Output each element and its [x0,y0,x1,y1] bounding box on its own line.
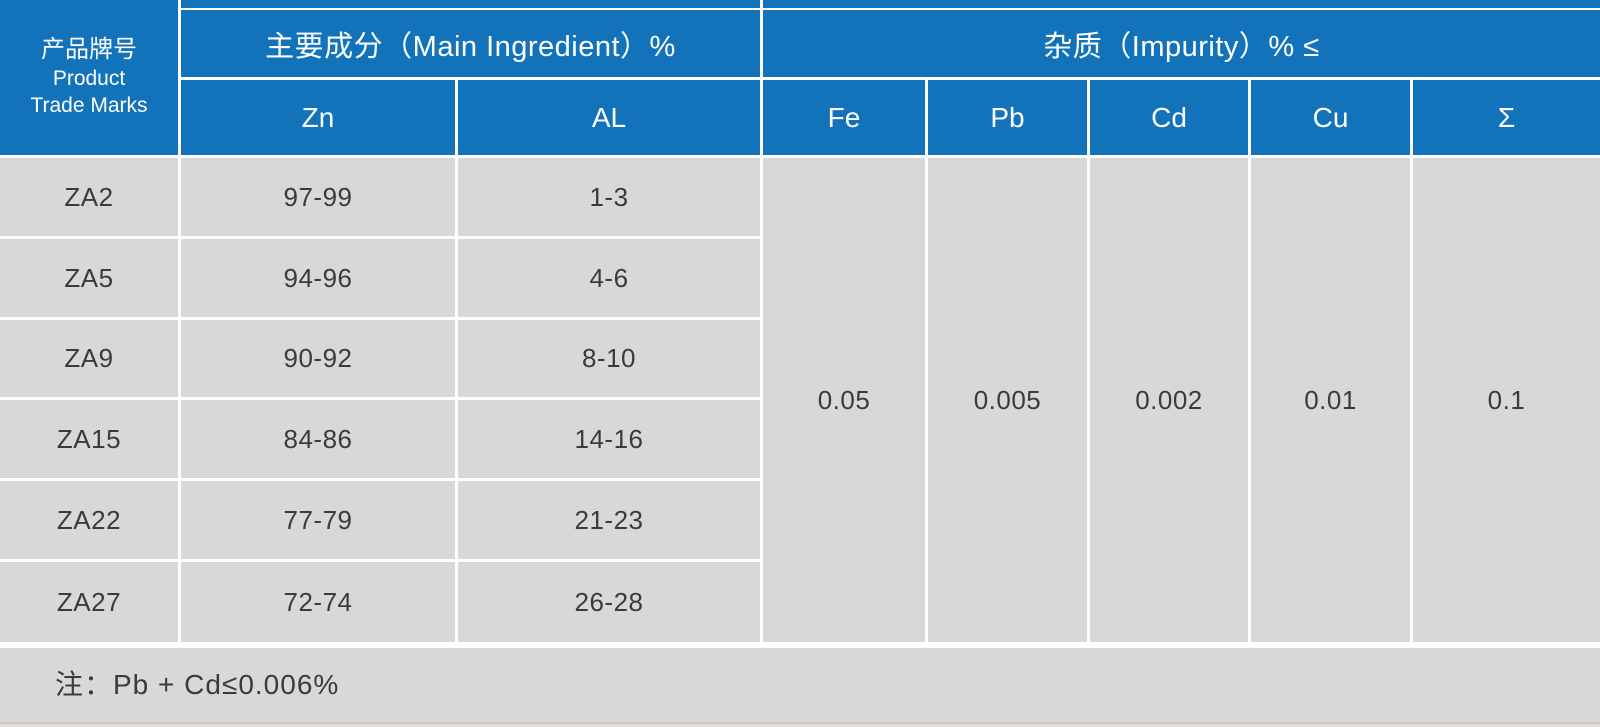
header-product-en2: Trade Marks [30,93,148,117]
header-col-sum: Σ [1413,80,1600,155]
cell-mark-za9: ZA9 [0,320,178,397]
cell-mark-za2: ZA2 [0,158,178,236]
cell-mark-za22: ZA22 [0,481,178,559]
cell-zn-za5: 94-96 [181,239,455,317]
cell-limit-sum: 0.1 [1413,158,1600,642]
header-main-ingredient-group: 主要成分（Main Ingredient）% [181,10,760,77]
cell-zn-za2: 97-99 [181,158,455,236]
cell-al-za22: 21-23 [458,481,760,559]
cell-zn-za22: 77-79 [181,481,455,559]
cell-zn-za15: 84-86 [181,400,455,478]
cell-limit-cd: 0.002 [1090,158,1248,642]
cell-limit-cu: 0.01 [1251,158,1410,642]
top-edge-strip-impurity [763,0,1600,8]
cell-al-za27: 26-28 [458,562,760,642]
bottom-edge-line [0,722,1600,724]
header-col-al: AL [458,80,760,155]
cell-al-za2: 1-3 [458,158,760,236]
cell-zn-za27: 72-74 [181,562,455,642]
cell-al-za15: 14-16 [458,400,760,478]
footnote-text: 注：Pb + Cd≤0.006% [55,668,340,700]
cell-mark-za15: ZA15 [0,400,178,478]
header-product-trade-marks: 产品牌号 Product Trade Marks [0,0,178,155]
header-impurity-group: 杂质（Impurity）% ≤ [763,10,1600,77]
cell-limit-pb: 0.005 [928,158,1087,642]
header-col-zn: Zn [181,80,455,155]
cell-limit-fe: 0.05 [763,158,925,642]
cell-mark-za27: ZA27 [0,562,178,642]
cell-al-za9: 8-10 [458,320,760,397]
cell-zn-za9: 90-92 [181,320,455,397]
header-col-pb: Pb [928,80,1087,155]
footnote-row: 注：Pb + Cd≤0.006% [0,648,1600,727]
cell-mark-za5: ZA5 [0,239,178,317]
cell-al-za5: 4-6 [458,239,760,317]
header-product-zh: 产品牌号 [41,36,137,64]
header-col-cu: Cu [1251,80,1410,155]
bottom-edge-strip [0,724,1600,727]
header-col-cd: Cd [1090,80,1248,155]
header-col-fe: Fe [763,80,925,155]
top-edge-strip-main [181,0,760,8]
header-product-en1: Product [52,66,126,90]
